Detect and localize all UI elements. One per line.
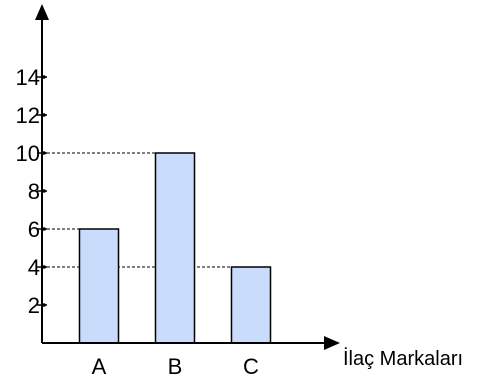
axes bbox=[35, 4, 340, 350]
category-label-c: C bbox=[243, 354, 259, 379]
y-tick-dot bbox=[42, 151, 46, 155]
y-tick-label: 2 bbox=[28, 293, 40, 318]
y-tick-dot bbox=[42, 113, 46, 117]
y-axis-arrow bbox=[35, 4, 49, 20]
bar-b bbox=[154, 152, 196, 344]
x-axis-arrow bbox=[324, 336, 340, 350]
y-ticks: 2 4 6 8 10 12 14 bbox=[16, 65, 47, 318]
y-tick-label: 10 bbox=[16, 141, 40, 166]
guide-lines bbox=[42, 152, 232, 268]
y-tick-dot bbox=[42, 227, 46, 231]
y-tick-label: 6 bbox=[28, 217, 40, 242]
y-tick-dot bbox=[42, 75, 46, 79]
y-tick-label: 4 bbox=[28, 255, 40, 280]
category-label-a: A bbox=[92, 354, 107, 379]
category-labels: A B C bbox=[92, 354, 259, 379]
category-label-b: B bbox=[168, 354, 183, 379]
y-tick-dot bbox=[42, 303, 46, 307]
y-tick-label: 8 bbox=[28, 179, 40, 204]
y-tick-dot bbox=[42, 265, 46, 269]
x-axis-label: İlaç Markaları bbox=[343, 347, 463, 370]
y-tick-label: 14 bbox=[16, 65, 40, 90]
bars bbox=[78, 152, 272, 344]
y-tick-dot bbox=[42, 189, 46, 193]
bar-c bbox=[230, 266, 272, 344]
bar-a bbox=[78, 228, 120, 344]
y-tick-label: 12 bbox=[16, 103, 40, 128]
